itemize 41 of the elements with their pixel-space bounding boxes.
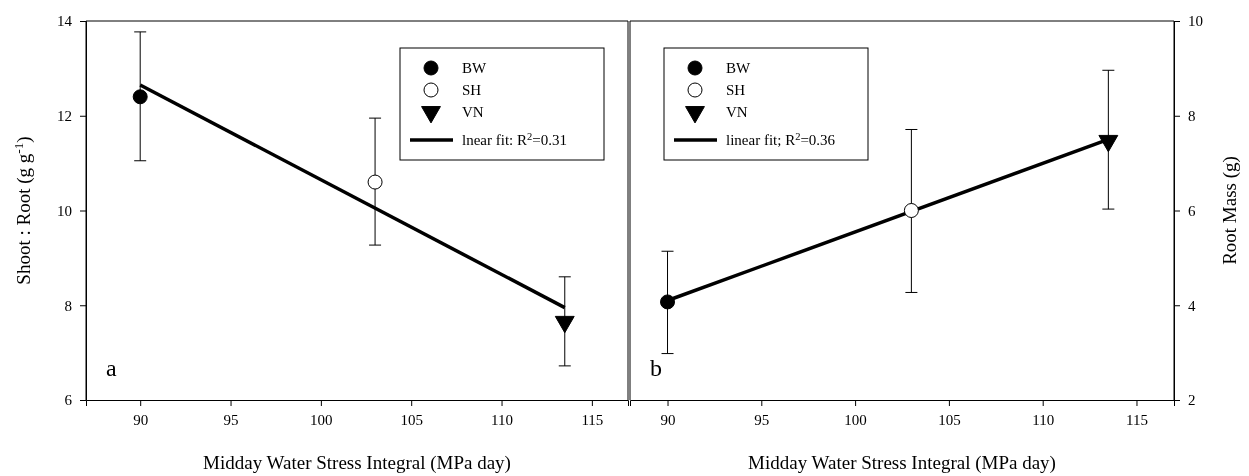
y2-tick-label: 8 (1188, 108, 1196, 125)
point (903, 203, 919, 218)
annotation: a (106, 355, 117, 381)
legend-label: SH (462, 82, 482, 98)
x-axis-title: Midday Water Stress Integral (MPa day) (748, 452, 1056, 474)
x-tick-label: 105 (400, 411, 423, 428)
y-tick-label: 12 (57, 108, 72, 125)
annotation: b (650, 355, 662, 381)
point (367, 174, 383, 190)
x-tick-label: 115 (581, 411, 604, 428)
point (660, 294, 676, 310)
y-tick-label: 14 (57, 13, 73, 30)
x-tick-label: 100 (310, 411, 333, 428)
x-tick-label: 110 (1032, 411, 1055, 428)
y-tick-label: 8 (64, 297, 72, 314)
legend-label: BW (462, 60, 487, 76)
y2-tick-label: 10 (1188, 13, 1203, 30)
y-tick-label: 6 (64, 392, 73, 409)
y2-tick-label: 6 (1188, 202, 1196, 219)
x-tick-label: 95 (754, 411, 770, 428)
x-axis-title: Midday Water Stress Integral (MPa day) (203, 452, 511, 474)
legend-label: VN (462, 104, 484, 120)
x-tick-label: 90 (133, 411, 149, 428)
y2-tick-label: 2 (1188, 392, 1196, 409)
x-tick-label: 100 (844, 411, 867, 428)
point (132, 89, 148, 105)
y2-axis-title: Root Mass (g) (1219, 156, 1242, 265)
x-tick-label: 90 (660, 411, 676, 428)
legend-label: lnear fit: R$^{2}$=0.31 (462, 130, 567, 148)
x-tick-label: 95 (223, 411, 239, 428)
x-tick-label: 105 (938, 411, 961, 428)
legend-label: BW (726, 60, 751, 76)
y2-tick-label: 4 (1188, 297, 1196, 314)
legend-label: VN (726, 104, 748, 120)
legend-label: linear fit; R$^{2}$=0.36 (726, 130, 836, 148)
point (1098, 134, 1119, 153)
legend-label: SH (726, 82, 746, 98)
point (554, 315, 575, 334)
x-tick-label: 115 (1126, 411, 1148, 428)
y-tick-label: 10 (57, 202, 72, 219)
x-tick-label: 110 (491, 411, 514, 428)
